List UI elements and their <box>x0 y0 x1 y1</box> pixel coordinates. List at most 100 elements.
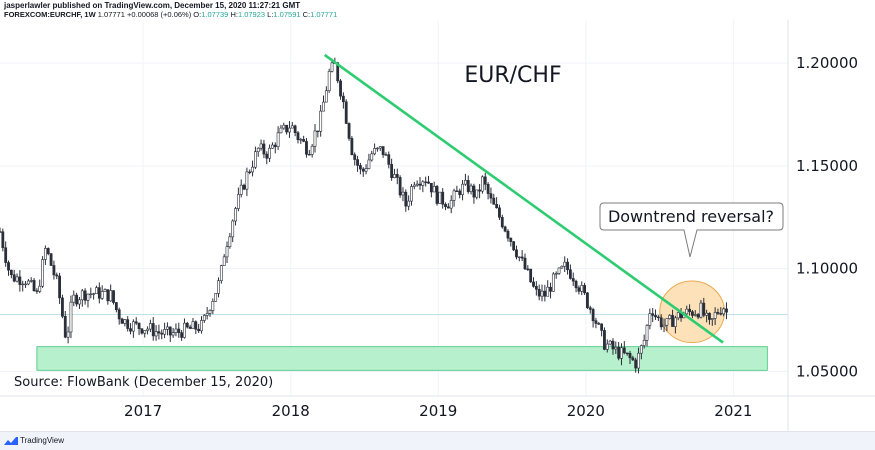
candle-body <box>537 288 541 297</box>
candle-body <box>256 147 260 152</box>
candle-body <box>324 90 328 103</box>
candle-body <box>557 267 561 274</box>
candle-body <box>92 293 96 295</box>
candle-body <box>310 145 314 155</box>
candle-body <box>702 302 706 316</box>
candle-body <box>446 206 450 209</box>
candle-body <box>566 261 569 271</box>
candle-body <box>86 293 90 301</box>
candle-body <box>676 312 680 319</box>
candle-body <box>251 166 254 173</box>
candle-body <box>444 203 447 208</box>
candle-body <box>126 319 130 329</box>
candle-body <box>265 153 269 159</box>
callout-text: Downtrend reversal? <box>608 207 774 226</box>
candle-body <box>673 317 677 327</box>
candle-body <box>353 154 357 160</box>
candle-body <box>452 190 456 201</box>
candle-body <box>472 185 476 198</box>
candle-body <box>642 339 646 346</box>
candle-body <box>395 174 399 178</box>
candle-body <box>290 125 294 129</box>
candle-body <box>89 293 93 295</box>
candle-body <box>75 294 79 305</box>
candle-body <box>373 148 376 155</box>
candle-body <box>401 191 405 196</box>
candle-body <box>370 153 374 161</box>
candle-body <box>63 316 67 338</box>
low-value: 1.07591 <box>273 10 301 19</box>
candle-body <box>512 241 516 251</box>
candle-body <box>398 177 402 196</box>
candle-body <box>58 275 61 299</box>
candle-body <box>688 308 691 313</box>
candle-body <box>140 328 144 334</box>
source-note: Source: FlowBank (December 15, 2020) <box>14 375 273 390</box>
candle-body <box>225 246 229 258</box>
candle-body <box>319 110 323 132</box>
candle-body <box>194 321 198 330</box>
candle-body <box>15 276 19 282</box>
candle-body <box>540 290 544 297</box>
candle-body <box>168 326 172 336</box>
candle-body <box>185 322 189 328</box>
candle-body <box>273 144 277 148</box>
candle-body <box>586 292 589 309</box>
candle-body <box>211 301 215 311</box>
candle-body <box>236 194 240 209</box>
candle-body <box>503 226 507 232</box>
price-tick-label: 1.20000 <box>796 54 858 72</box>
candle-body <box>429 182 433 193</box>
candle-body <box>410 186 413 202</box>
candle-body <box>313 130 317 147</box>
candle-body <box>95 287 98 295</box>
candle-body <box>600 323 604 331</box>
candle-body <box>305 141 308 155</box>
open-label: O: <box>193 10 202 19</box>
price-tick-label: 1.10000 <box>796 260 858 278</box>
candle-body <box>393 174 396 179</box>
candle-body <box>12 274 16 282</box>
candle-body <box>639 345 643 354</box>
candle-body <box>498 207 501 218</box>
low-label: L: <box>267 10 274 19</box>
candle-body <box>285 124 289 133</box>
candle-body <box>72 294 76 303</box>
candle-body <box>378 146 382 149</box>
candle-body <box>49 253 53 266</box>
candle-body <box>38 285 42 292</box>
candle-body <box>469 185 473 192</box>
candle-body <box>103 289 107 292</box>
candle-body <box>44 248 47 260</box>
candle-body <box>52 265 56 276</box>
candle-body <box>427 181 430 184</box>
candle-body <box>571 278 575 282</box>
candle-body <box>654 315 657 318</box>
candle-body <box>412 184 416 187</box>
candle-body <box>299 139 303 141</box>
candle-body <box>296 132 300 140</box>
candle-body <box>509 237 513 242</box>
candle-body <box>546 286 550 297</box>
candle-body <box>29 280 33 282</box>
last-price: 1.07771 <box>97 10 125 19</box>
candle-body <box>364 168 368 172</box>
time-tick-label: 2020 <box>567 402 605 420</box>
candle-body <box>390 164 394 179</box>
candle-body <box>80 290 84 301</box>
candle-body <box>574 280 578 289</box>
candle-body <box>710 318 714 320</box>
candle-body <box>387 154 391 165</box>
ohlc-line: FOREXCOM:EURCHF, 1W 1.07771 +0.00068 (+0… <box>4 10 337 19</box>
high-value: 1.07923 <box>237 10 266 19</box>
chart-title: EUR/CHF <box>464 63 561 88</box>
candle-body <box>605 343 609 350</box>
tradingview-logo-icon <box>4 437 18 445</box>
candle-body <box>705 312 709 316</box>
candle-body <box>146 328 149 331</box>
time-axis: 2017 2018 2019 2020 2021 <box>124 402 752 420</box>
candle-body <box>449 200 453 209</box>
candle-body <box>114 302 118 311</box>
candle-body <box>276 132 280 148</box>
